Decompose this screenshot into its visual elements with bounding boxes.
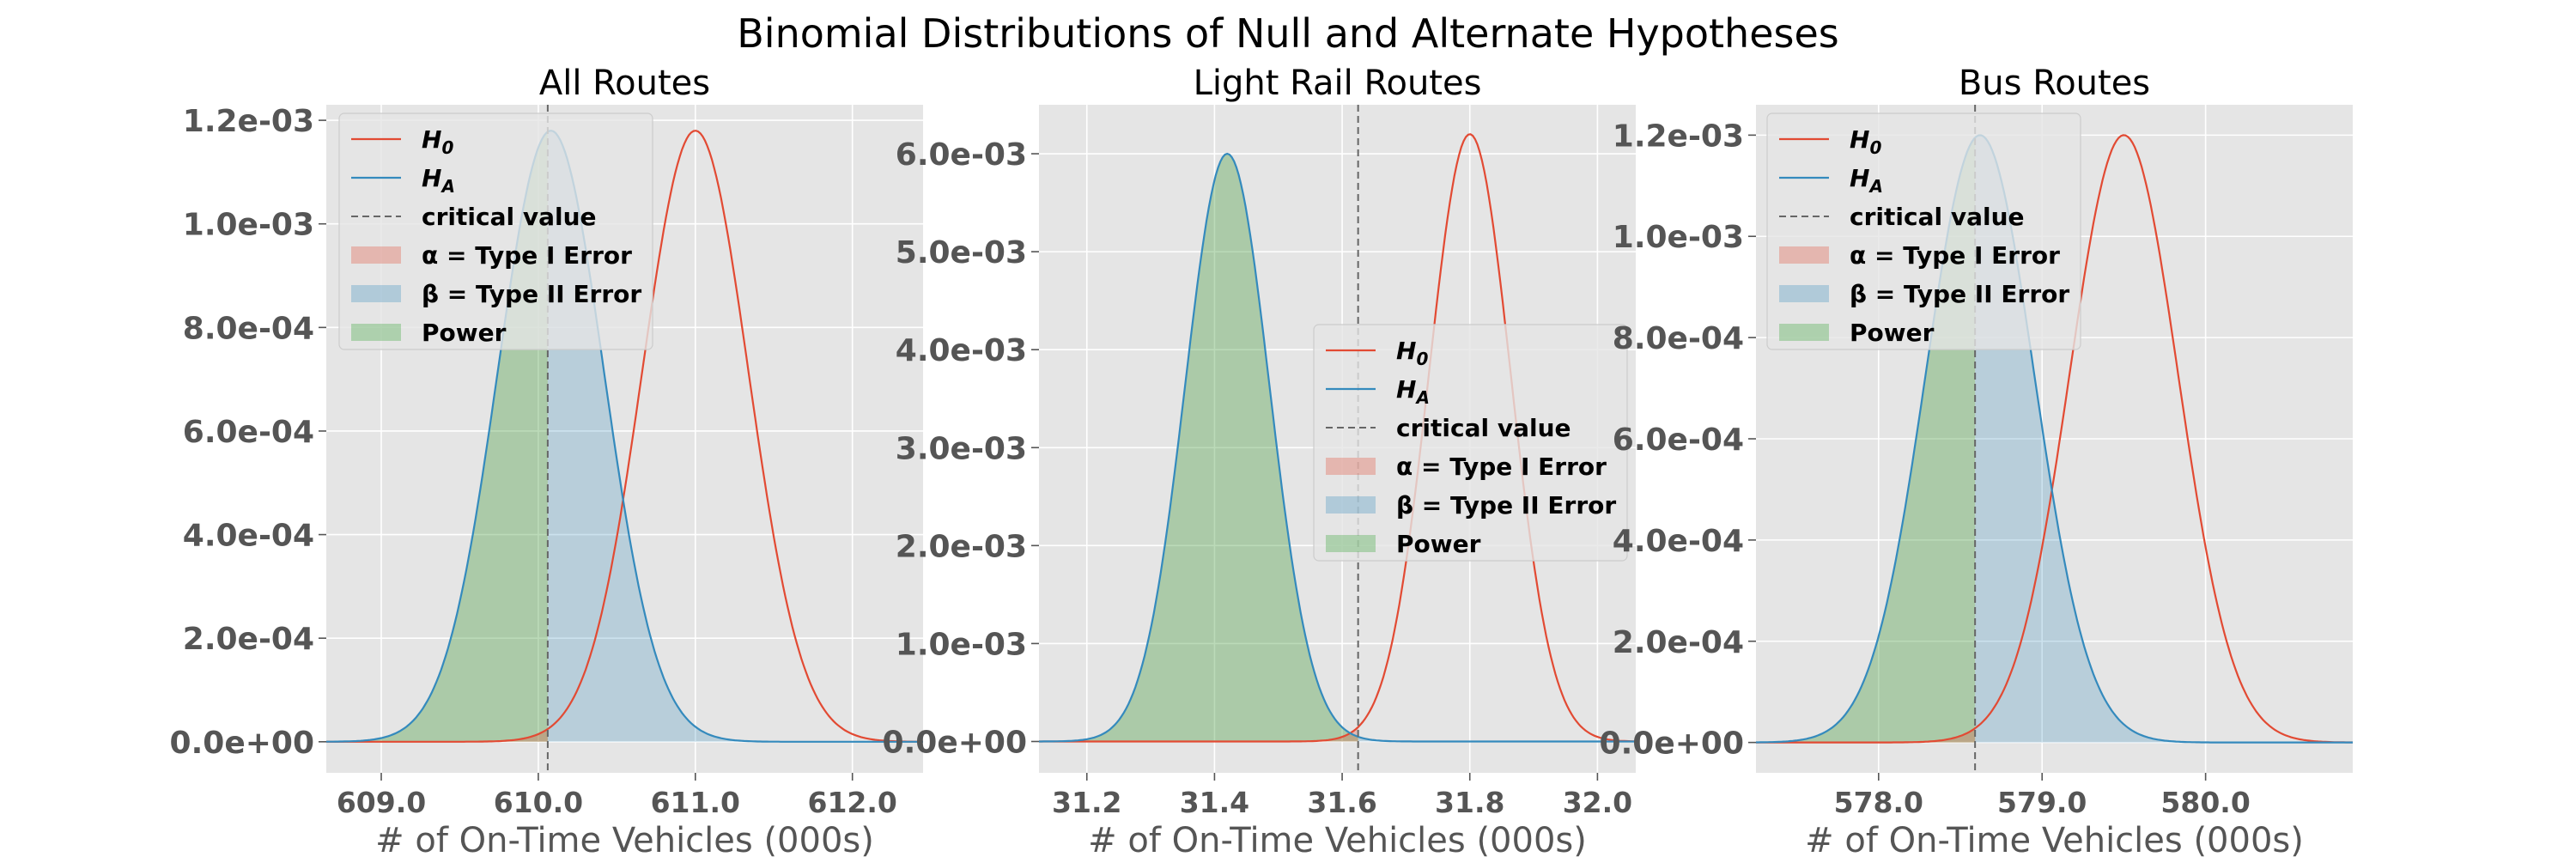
- legend-label: H0: [1396, 337, 1428, 369]
- x-axis-label: # of On-Time Vehicles (000s): [1805, 821, 2304, 859]
- legend: H0 HA critical value α = Type I Error β = Ty…: [338, 112, 653, 350]
- ha-curve: [1756, 134, 2353, 744]
- x-tick-label: 579.0: [1997, 786, 2087, 819]
- legend: H0 HA critical value α = Type I Error β = Ty…: [1766, 112, 2081, 350]
- panel-2: Light Rail Routes 31.2 31.4 31.6 31.8 32.0 0.0…: [883, 64, 1636, 860]
- legend-frame: [1313, 324, 1628, 562]
- y-tick-label: 0.0e+00: [1600, 726, 1744, 762]
- y-tick-label: 1.0e-03: [183, 208, 314, 243]
- legend-label: Power: [422, 319, 507, 347]
- legend-patch-swatch: [351, 324, 401, 341]
- power-area: [326, 131, 548, 742]
- y-tick-label: 8.0e-04: [1613, 321, 1744, 356]
- legend-label: Power: [1396, 530, 1481, 558]
- legend-patch-swatch: [1779, 246, 1829, 264]
- legend-label: α = Type I Error: [1850, 241, 2060, 270]
- x-tick-label: 31.6: [1307, 786, 1376, 819]
- y-tick-label: 6.0e-03: [896, 137, 1027, 173]
- x-tick-label: 31.4: [1180, 786, 1249, 819]
- y-tick-label: 2.0e-04: [1613, 625, 1744, 660]
- y-tick-label: 1.2e-03: [183, 104, 314, 139]
- y-tick-label: 6.0e-04: [183, 415, 314, 450]
- legend-label: H0: [1850, 125, 1881, 158]
- x-tick-label: 31.2: [1052, 786, 1121, 819]
- legend-patch-swatch: [351, 246, 401, 264]
- x-tick-label: 31.8: [1435, 786, 1504, 819]
- legend-patch-swatch: [351, 285, 401, 302]
- legend-label: β = Type II Error: [422, 280, 641, 308]
- power-area: [1039, 154, 1358, 742]
- h0-curve: [1039, 133, 1636, 743]
- y-tick-label: 0.0e+00: [883, 725, 1027, 760]
- x-tick-label: 32.0: [1563, 786, 1632, 819]
- y-tick-label: 1.0e-03: [896, 627, 1027, 662]
- y-tick-label: 1.0e-03: [1613, 220, 1744, 255]
- h0-curve: [326, 130, 923, 743]
- y-tick-label: 6.0e-04: [1613, 422, 1744, 458]
- y-tick-label: 1.2e-03: [1613, 119, 1744, 154]
- legend-patch-swatch: [1779, 324, 1829, 341]
- plot-content: [1756, 105, 2353, 773]
- panel-title: Bus Routes: [1959, 64, 2150, 103]
- x-tick-label: 609.0: [337, 786, 426, 819]
- legend-label: β = Type II Error: [1850, 280, 2069, 308]
- ha-curve: [326, 130, 923, 743]
- legend-label: HA: [1850, 164, 1883, 197]
- y-tick-label: 4.0e-04: [1613, 524, 1744, 559]
- plot-content: [326, 105, 923, 773]
- x-tick-label: 610.0: [494, 786, 583, 819]
- panel-1: All Routes 609.0 610.0 611.0 612.0 0.0e+00 2.0…: [170, 64, 923, 860]
- plot-content: [1039, 105, 1636, 773]
- y-tick-label: 4.0e-04: [183, 519, 314, 554]
- legend-patch-swatch: [1326, 458, 1376, 475]
- beta-area: [547, 131, 923, 742]
- legend-label: HA: [1396, 375, 1430, 408]
- y-tick-label: 0.0e+00: [170, 726, 314, 761]
- legend-label: critical value: [1396, 414, 1571, 442]
- alpha-area: [1756, 728, 1976, 743]
- legend-patch-swatch: [1326, 535, 1376, 552]
- ha-curve: [1039, 152, 1636, 743]
- x-tick-label: 612.0: [808, 786, 897, 819]
- legend-label: H0: [422, 125, 453, 158]
- legend-label: Power: [1850, 319, 1935, 347]
- h0-curve: [1756, 134, 2353, 744]
- legend-label: α = Type I Error: [422, 241, 632, 270]
- x-tick-label: 611.0: [651, 786, 740, 819]
- panel-title: Light Rail Routes: [1194, 64, 1482, 103]
- legend-patch-swatch: [1779, 285, 1829, 302]
- figure-title: Binomial Distributions of Null and Alter…: [737, 10, 1839, 57]
- legend-frame: [1766, 112, 2081, 350]
- legend-label: β = Type II Error: [1396, 491, 1616, 520]
- y-tick-label: 5.0e-03: [896, 235, 1027, 270]
- legend-patch-swatch: [1326, 496, 1376, 514]
- panel-title: All Routes: [539, 64, 710, 103]
- x-tick-label: 578.0: [1834, 786, 1923, 819]
- y-tick-label: 3.0e-03: [896, 431, 1027, 466]
- y-tick-label: 4.0e-03: [896, 333, 1027, 368]
- power-area: [1756, 137, 1976, 743]
- y-tick-label: 2.0e-04: [183, 622, 314, 657]
- x-tick-label: 580.0: [2160, 786, 2250, 819]
- y-tick-label: 2.0e-03: [896, 529, 1027, 564]
- x-axis-label: # of On-Time Vehicles (000s): [1088, 821, 1587, 859]
- y-tick-label: 8.0e-04: [183, 311, 314, 346]
- legend-label: HA: [422, 164, 455, 197]
- legend-frame: [338, 112, 653, 350]
- x-axis-label: # of On-Time Vehicles (000s): [375, 821, 874, 859]
- legend-label: critical value: [422, 203, 597, 231]
- panel-3: Bus Routes 578.0 579.0 580.0 0.0e+00 2.0e-04 4…: [1600, 64, 2353, 860]
- legend-label: critical value: [1850, 203, 2025, 231]
- alpha-area: [326, 728, 548, 742]
- legend-label: α = Type I Error: [1396, 453, 1607, 481]
- legend: H0 HA critical value α = Type I Error β = Ty…: [1313, 324, 1628, 562]
